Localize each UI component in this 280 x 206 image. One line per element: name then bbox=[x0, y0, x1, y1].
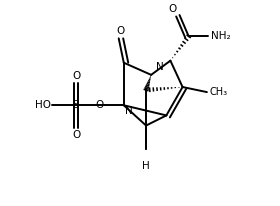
Text: O: O bbox=[72, 130, 80, 140]
Text: HO: HO bbox=[35, 100, 51, 110]
Text: CH₃: CH₃ bbox=[210, 87, 228, 97]
Text: N: N bbox=[156, 62, 163, 72]
Text: O: O bbox=[117, 26, 125, 36]
Text: O: O bbox=[168, 4, 176, 14]
Text: H: H bbox=[142, 161, 150, 171]
Text: O: O bbox=[95, 100, 104, 110]
Text: N: N bbox=[125, 106, 132, 116]
Text: S: S bbox=[73, 100, 80, 110]
Text: O: O bbox=[72, 71, 80, 81]
Text: NH₂: NH₂ bbox=[211, 31, 231, 41]
